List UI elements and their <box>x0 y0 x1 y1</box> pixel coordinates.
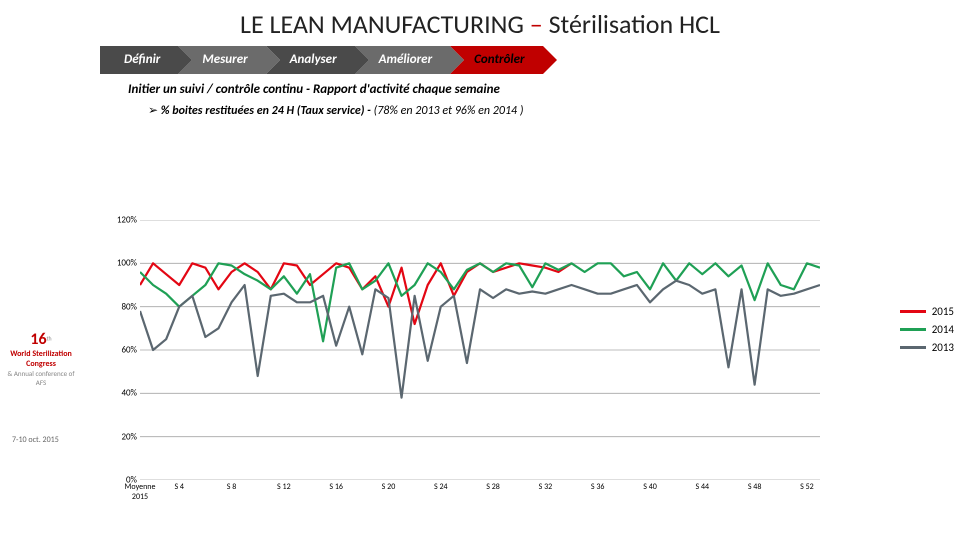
date-label: 7-10 oct. 2015 <box>12 435 59 445</box>
x-axis: Moyenne2015S 4S 8S 12S 16S 20S 24S 28S 3… <box>140 482 820 506</box>
y-tick: 100% <box>117 258 137 269</box>
y-tick: 20% <box>121 431 137 442</box>
x-tick: S 32 <box>539 482 553 492</box>
legend-swatch <box>900 310 926 313</box>
x-tick: S 20 <box>382 482 396 492</box>
logo-th: th <box>47 335 52 343</box>
legend-row-2014: 2014 <box>900 323 954 336</box>
logo-title: World Sterilization Congress <box>10 349 72 369</box>
y-axis: 0%20%40%60%80%100%120% <box>102 220 137 480</box>
legend-swatch <box>900 346 926 349</box>
bullet-arrow-icon: ➢ <box>148 104 158 118</box>
x-tick: S 36 <box>591 482 605 492</box>
legend-row-2013: 2013 <box>900 341 954 354</box>
bullet: ➢ % boites restituées en 24 H (Taux serv… <box>148 103 960 118</box>
legend-label: 2015 <box>932 305 954 318</box>
x-tick: S 48 <box>748 482 762 492</box>
x-tick: S 12 <box>277 482 291 492</box>
y-tick: 60% <box>121 345 137 356</box>
x-tick: S 24 <box>434 482 448 492</box>
y-tick: 120% <box>117 215 137 226</box>
subtitle: Initier un suivi / contrôle continu - Ra… <box>128 82 960 97</box>
congress-logo: 16th World Sterilization Congress & Annu… <box>6 330 76 387</box>
title-main: LE LEAN MANUFACTURING <box>240 8 524 40</box>
chart-plot <box>140 220 820 480</box>
x-tick: S 52 <box>800 482 814 492</box>
bullet-rest: (78% en 2013 et 96% en 2014 ) <box>374 104 524 118</box>
bullet-bold: % boites restituées en 24 H (Taux servic… <box>161 104 371 118</box>
y-tick: 80% <box>121 301 137 312</box>
title-dash: – <box>530 8 543 40</box>
legend-row-2015: 2015 <box>900 305 954 318</box>
y-tick: 40% <box>121 388 137 399</box>
legend-label: 2014 <box>932 323 954 336</box>
process-steps: DéfinirMesurerAnalyserAméliorerContrôler <box>100 46 860 74</box>
step-améliorer: Améliorer <box>355 46 451 74</box>
line-chart: 0%20%40%60%80%100%120% Moyenne2015S 4S 8… <box>140 220 820 510</box>
x-tick: S 28 <box>486 482 500 492</box>
series-2013 <box>140 281 820 398</box>
legend-swatch <box>900 328 926 331</box>
x-tick: S 8 <box>227 482 237 492</box>
page-title: LE LEAN MANUFACTURING – Stérilisation HC… <box>0 0 960 44</box>
logo-sub: & Annual conference of AFS <box>7 369 74 387</box>
step-définir: Définir <box>100 46 178 74</box>
logo-number: 16 <box>30 330 46 349</box>
x-tick: S 16 <box>329 482 343 492</box>
x-tick: S 44 <box>696 482 710 492</box>
title-sub: Stérilisation HCL <box>549 8 720 40</box>
x-tick: S 40 <box>643 482 657 492</box>
x-tick: S 4 <box>174 482 184 492</box>
series-2015 <box>140 263 572 324</box>
legend-label: 2013 <box>932 341 954 354</box>
x-tick: Moyenne2015 <box>125 482 156 502</box>
chart-legend: 2015 2014 2013 <box>900 300 954 359</box>
